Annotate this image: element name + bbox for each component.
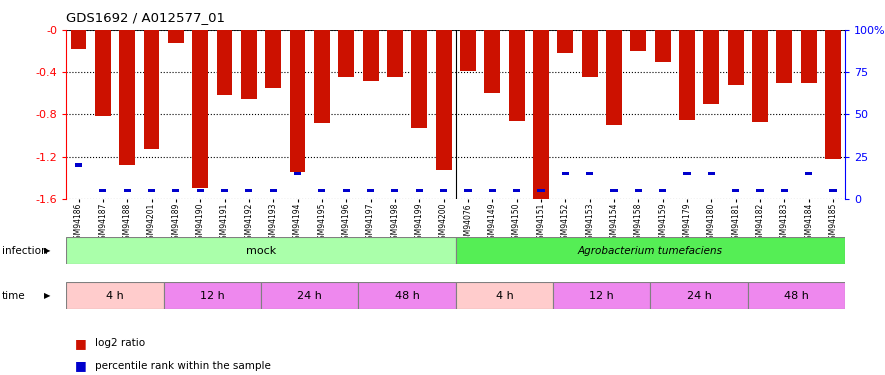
Bar	[143, 30, 159, 149]
Bar	[456, 282, 553, 309]
Bar	[513, 189, 520, 192]
Bar	[124, 189, 131, 192]
Bar	[801, 30, 817, 83]
Text: 48 h: 48 h	[395, 291, 419, 301]
Bar	[416, 189, 423, 192]
Bar	[363, 30, 379, 81]
Bar	[95, 30, 111, 117]
Bar	[655, 30, 671, 62]
Bar	[245, 189, 252, 192]
Bar	[99, 189, 106, 192]
Bar	[805, 172, 812, 175]
Bar	[727, 30, 743, 85]
Text: Agrobacterium tumefaciens: Agrobacterium tumefaciens	[578, 246, 723, 256]
Bar	[319, 189, 326, 192]
Bar	[465, 189, 472, 192]
Text: mock: mock	[246, 246, 276, 256]
Text: ▶: ▶	[43, 291, 50, 300]
Bar	[509, 30, 525, 121]
Bar	[289, 30, 305, 172]
Bar	[776, 30, 792, 83]
Bar	[314, 30, 330, 123]
Text: 48 h: 48 h	[784, 291, 809, 301]
Bar	[781, 189, 788, 192]
Bar	[757, 189, 764, 192]
Text: 24 h: 24 h	[687, 291, 712, 301]
Bar	[752, 30, 768, 122]
Bar	[270, 189, 277, 192]
Bar	[338, 30, 354, 78]
Text: percentile rank within the sample: percentile rank within the sample	[95, 361, 271, 370]
Text: 4 h: 4 h	[496, 291, 513, 301]
Bar	[266, 30, 281, 88]
Bar	[708, 172, 715, 175]
Text: time: time	[2, 291, 26, 301]
Bar	[412, 30, 427, 128]
Bar	[66, 282, 164, 309]
Bar	[342, 189, 350, 192]
Bar	[704, 30, 720, 104]
Bar	[581, 30, 597, 78]
Bar	[367, 189, 374, 192]
Bar	[630, 30, 646, 51]
Bar	[196, 189, 204, 192]
Bar	[537, 189, 544, 192]
Bar	[533, 30, 549, 201]
Bar	[71, 30, 87, 49]
Bar	[148, 189, 155, 192]
Bar	[241, 30, 257, 99]
Bar	[732, 189, 739, 192]
Bar	[586, 172, 593, 175]
Bar	[435, 30, 451, 170]
Bar	[829, 189, 836, 192]
Bar	[294, 172, 301, 175]
Bar	[391, 189, 398, 192]
Bar	[558, 30, 573, 53]
Bar	[192, 30, 208, 188]
Bar	[635, 189, 642, 192]
Bar	[748, 282, 845, 309]
Bar	[164, 282, 261, 309]
Bar	[168, 30, 184, 43]
Bar	[659, 189, 666, 192]
Bar	[358, 282, 456, 309]
Bar	[562, 172, 569, 175]
Bar	[173, 189, 180, 192]
Bar	[489, 189, 496, 192]
Text: ■: ■	[75, 359, 87, 372]
Bar	[825, 30, 841, 159]
Bar	[75, 164, 82, 166]
Text: 24 h: 24 h	[297, 291, 322, 301]
Bar	[221, 189, 228, 192]
Text: infection: infection	[2, 246, 48, 256]
Bar	[440, 189, 447, 192]
Bar	[119, 30, 135, 165]
Text: ▶: ▶	[43, 246, 50, 255]
Bar	[456, 237, 845, 264]
Bar	[217, 30, 233, 95]
Bar	[261, 282, 358, 309]
Bar	[611, 189, 618, 192]
Bar	[606, 30, 622, 125]
Text: ■: ■	[75, 337, 87, 350]
Bar	[679, 30, 695, 120]
Bar	[553, 282, 650, 309]
Text: 12 h: 12 h	[589, 291, 614, 301]
Text: log2 ratio: log2 ratio	[95, 338, 145, 348]
Bar	[387, 30, 403, 78]
Text: 12 h: 12 h	[200, 291, 225, 301]
Bar	[650, 282, 748, 309]
Bar	[484, 30, 500, 93]
Bar	[683, 172, 690, 175]
Bar	[460, 30, 476, 71]
Text: 4 h: 4 h	[106, 291, 124, 301]
Bar	[66, 237, 456, 264]
Text: GDS1692 / A012577_01: GDS1692 / A012577_01	[66, 11, 226, 24]
